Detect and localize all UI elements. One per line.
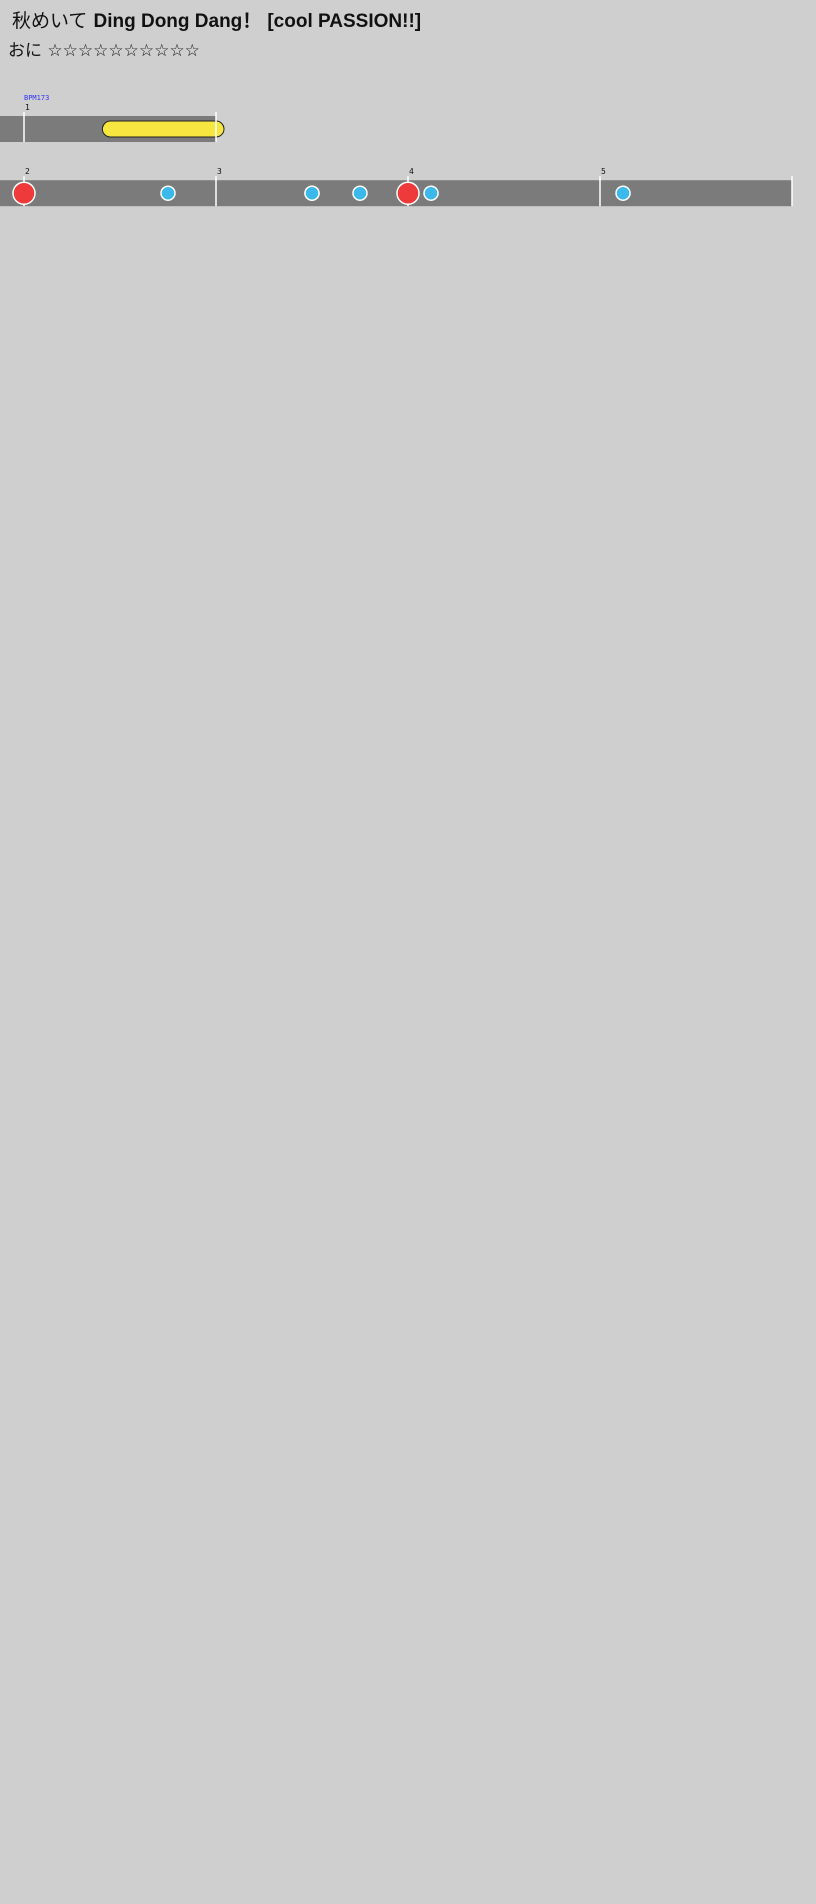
bar-number: 5 [601,167,606,176]
ka-note [423,185,439,201]
difficulty-stars: ☆☆☆☆☆☆☆☆☆☆ [47,41,200,61]
song-title: 秋めいて Ding Dong Dang！ [cool PASSION!!] [12,6,421,33]
ka-note [352,185,368,201]
roll-note [101,120,225,138]
ka-note [304,185,320,201]
don-note [12,181,36,205]
difficulty-label: おに [8,41,42,61]
bar-number: 2 [25,167,30,176]
bar-number: 1 [25,103,30,112]
bar-number: 3 [217,167,222,176]
title-subtitle: [cool PASSION!!] [267,11,422,32]
bar-number: 4 [409,167,414,176]
lane [0,180,792,207]
ka-note [160,185,176,201]
ka-note [615,185,631,201]
don-note [396,181,420,205]
bpm-label: BPM173 [24,94,49,102]
title-en: Ding Dong Dang！ [93,11,262,32]
difficulty: おに ☆☆☆☆☆☆☆☆☆☆ [8,36,200,61]
title-jp: 秋めいて [12,10,88,32]
